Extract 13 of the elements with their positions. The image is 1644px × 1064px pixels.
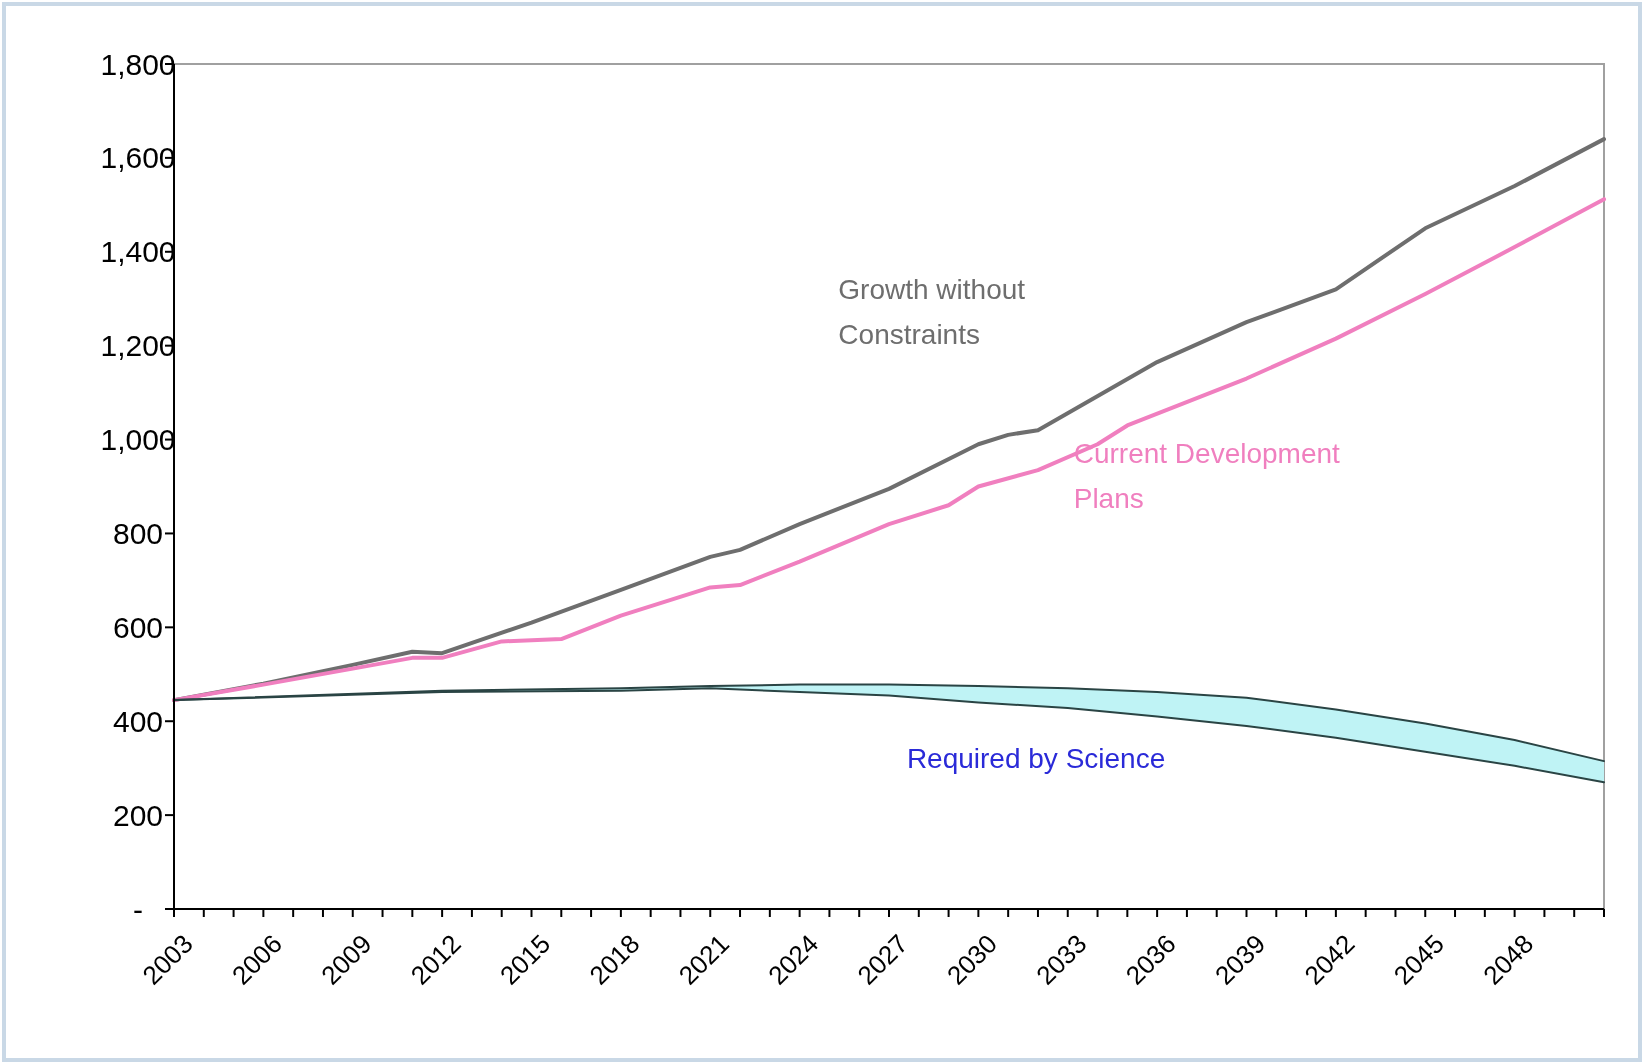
y-tick-label: 800 [112,516,164,550]
y-tick-label: 1,000 [100,423,176,457]
series-label: Current Development Plans [1073,438,1341,515]
text: Growth without Constraints [838,273,1026,350]
series-label: Required by Science [906,743,1166,775]
y-tick-label: 1,200 [100,329,176,363]
y-tick-label: 600 [112,610,164,644]
y-tick-label: - [133,892,143,926]
y-tick-label: 400 [112,704,164,738]
y-tick-label: 1,800 [100,47,176,81]
y-tick-label: 200 [112,798,164,832]
y-tick-label: 1,600 [100,141,176,175]
y-tick-label: 1,400 [100,235,176,269]
